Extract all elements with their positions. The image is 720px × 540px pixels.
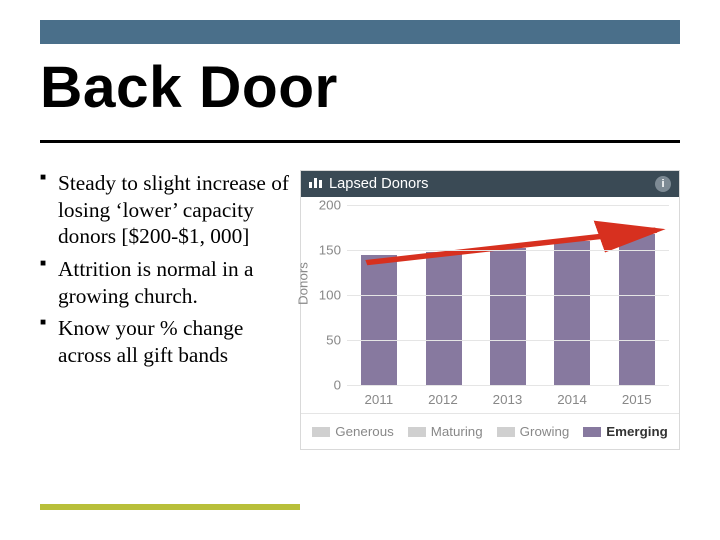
- y-tick-label: 150: [311, 243, 341, 258]
- y-tick-label: 50: [311, 333, 341, 348]
- chart-legend: Generous Maturing Growing Emerging: [301, 413, 679, 449]
- slide: Back Door Steady to slight increase of l…: [0, 0, 720, 540]
- chart-title: Lapsed Donors: [329, 176, 428, 192]
- content-row: Steady to slight increase of losing ‘low…: [40, 170, 680, 500]
- x-axis-labels: 2011 2012 2013 2014 2015: [347, 392, 669, 407]
- chart-header: Lapsed Donors i: [301, 171, 679, 197]
- legend-item[interactable]: Growing: [497, 424, 570, 439]
- bar-chart-icon: [309, 176, 323, 192]
- chart-panel: Lapsed Donors i Donors: [300, 170, 680, 450]
- legend-swatch: [408, 427, 426, 437]
- x-tick-label: 2012: [428, 392, 458, 407]
- legend-label: Maturing: [431, 424, 483, 439]
- legend-swatch: [583, 427, 601, 437]
- gridline: [347, 250, 669, 251]
- bottom-accent-bar: [40, 504, 300, 510]
- plot-area: Donors 050100150200 20112012201320142015: [301, 197, 679, 413]
- legend-item[interactable]: Maturing: [408, 424, 483, 439]
- legend-label: Growing: [520, 424, 570, 439]
- gridline: [347, 385, 669, 386]
- bar: [426, 252, 462, 385]
- legend-swatch: [497, 427, 515, 437]
- gridline: [347, 295, 669, 296]
- legend-item[interactable]: Emerging: [583, 424, 667, 439]
- y-tick-label: 0: [311, 378, 341, 393]
- title-underline: [40, 140, 680, 143]
- bullet-item: Know your % change across all gift bands: [40, 315, 292, 368]
- top-accent-bar: [40, 20, 680, 44]
- legend-swatch: [312, 427, 330, 437]
- x-tick-label: 2014: [557, 392, 587, 407]
- bar: [554, 241, 590, 385]
- y-tick-label: 100: [311, 288, 341, 303]
- slide-title: Back Door: [40, 54, 338, 121]
- bar: [490, 248, 526, 385]
- y-tick-label: 200: [311, 198, 341, 213]
- plot-inner: 050100150200: [347, 205, 669, 385]
- bar: [619, 234, 655, 385]
- gridline: [347, 205, 669, 206]
- legend-label: Emerging: [606, 424, 667, 439]
- x-tick-label: 2015: [622, 392, 652, 407]
- bullet-item: Steady to slight increase of losing ‘low…: [40, 170, 292, 250]
- bullet-item: Attrition is normal in a growing church.: [40, 256, 292, 309]
- info-icon[interactable]: i: [655, 176, 671, 192]
- y-axis-title: Donors: [296, 262, 311, 305]
- gridline: [347, 340, 669, 341]
- bullet-list: Steady to slight increase of losing ‘low…: [40, 170, 300, 500]
- legend-item[interactable]: Generous: [312, 424, 394, 439]
- bar: [361, 255, 397, 386]
- x-tick-label: 2011: [364, 392, 393, 407]
- x-tick-label: 2013: [493, 392, 523, 407]
- legend-label: Generous: [335, 424, 394, 439]
